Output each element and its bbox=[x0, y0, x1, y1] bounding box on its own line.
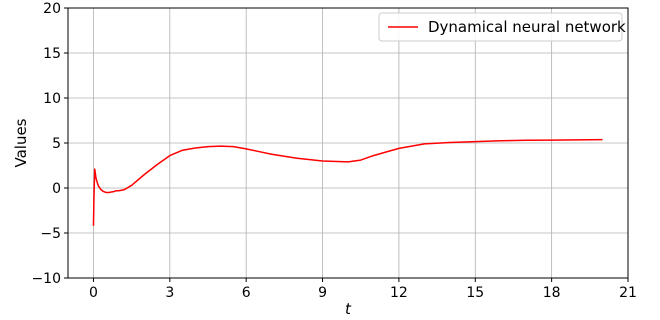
x-tick-label: 6 bbox=[242, 285, 251, 301]
series-line-0 bbox=[92, 138, 603, 226]
legend: Dynamical neural network bbox=[378, 12, 626, 42]
x-tick-label: 21 bbox=[619, 285, 637, 301]
y-tick-label: 20 bbox=[43, 1, 61, 17]
x-tick-label: 15 bbox=[466, 285, 484, 301]
x-tick-label: 0 bbox=[89, 285, 98, 301]
grid bbox=[68, 7, 629, 279]
legend-label: Dynamical neural network bbox=[428, 18, 626, 36]
y-tick-label: 5 bbox=[52, 136, 61, 152]
y-tick-label: 0 bbox=[52, 181, 61, 197]
x-tick-label: 3 bbox=[165, 285, 174, 301]
x-axis-label: t bbox=[345, 300, 352, 318]
y-tick-label: −10 bbox=[31, 271, 61, 287]
x-tick-label: 12 bbox=[390, 285, 408, 301]
y-axis-label: Values bbox=[12, 118, 30, 167]
y-tick-label: −5 bbox=[40, 226, 61, 242]
y-tick-label: 15 bbox=[43, 46, 61, 62]
y-tick-label: 10 bbox=[43, 91, 61, 107]
legend-box bbox=[378, 12, 623, 42]
x-tick-label: 18 bbox=[543, 285, 561, 301]
series-layer bbox=[92, 138, 603, 226]
axis-ticks: 0 3 6 9 12 15 18 21 −10 −5 0 5 10 15 20 bbox=[31, 1, 636, 301]
plot-frame bbox=[67, 7, 629, 279]
x-tick-label: 9 bbox=[318, 285, 327, 301]
